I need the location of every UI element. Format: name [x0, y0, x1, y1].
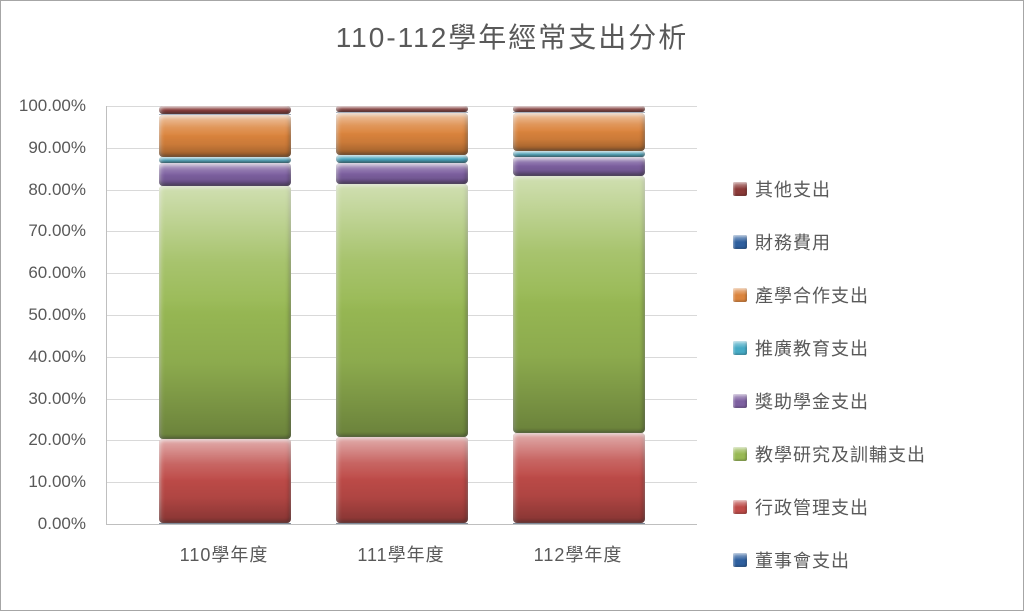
bar-segment-coop: [336, 113, 468, 155]
bar-segment-teaching: [513, 176, 645, 433]
y-tick-label: 30.00%: [28, 389, 86, 409]
legend-item-admin: 行政管理支出: [733, 494, 993, 520]
bar-segment-coop: [513, 113, 645, 151]
bar-segment-scholar: [159, 163, 291, 186]
legend-swatch: [733, 182, 747, 196]
bar-segment-extension: [336, 155, 468, 163]
y-tick-label: 100.00%: [19, 96, 86, 116]
x-tick-label: 112學年度: [534, 541, 623, 567]
legend-label: 教學研究及訓輔支出: [755, 441, 926, 467]
bar-segment-extension: [159, 157, 291, 163]
x-tick-label: 111學年度: [357, 541, 444, 567]
legend-label: 董事會支出: [755, 547, 850, 573]
y-tick-label: 60.00%: [28, 263, 86, 283]
legend-item-coop: 產學合作支出: [733, 282, 993, 308]
legend-swatch: [733, 341, 747, 355]
legend-item-scholar: 獎助學金支出: [733, 388, 993, 414]
bar-group: [513, 106, 645, 524]
y-tick-label: 70.00%: [28, 221, 86, 241]
bar-segment-other: [336, 106, 468, 112]
legend-label: 其他支出: [755, 176, 831, 202]
bar-segment-other: [513, 106, 645, 112]
x-axis-labels: 110學年度 111學年度 112學年度: [106, 541, 696, 571]
bar-segment-admin: [513, 433, 645, 523]
bar-segment-other: [159, 106, 291, 114]
bar-segment-teaching: [159, 186, 291, 439]
bar-group: [159, 106, 291, 524]
bar-segment-board: [336, 523, 468, 524]
y-tick-label: 20.00%: [28, 430, 86, 450]
y-tick-label: 80.00%: [28, 180, 86, 200]
legend-swatch: [733, 553, 747, 567]
legend-label: 行政管理支出: [755, 494, 869, 520]
legend-swatch: [733, 447, 747, 461]
bar-segment-extension: [513, 151, 645, 157]
bar-segment-scholar: [336, 163, 468, 184]
y-tick-label: 50.00%: [28, 305, 86, 325]
bar-segment-board: [159, 523, 291, 524]
bar-segment-admin: [159, 439, 291, 523]
bar-segment-board: [513, 523, 645, 524]
legend-label: 獎助學金支出: [755, 388, 869, 414]
x-tick-label: 110學年度: [180, 541, 269, 567]
legend-label: 財務費用: [755, 229, 831, 255]
y-tick-label: 10.00%: [28, 472, 86, 492]
bar-segment-coop: [159, 115, 291, 157]
bar-segment-finance: [513, 112, 645, 113]
bar-segment-finance: [336, 112, 468, 113]
legend: 其他支出財務費用產學合作支出推廣教育支出獎助學金支出教學研究及訓輔支出行政管理支…: [733, 176, 993, 600]
y-tick-label: 90.00%: [28, 138, 86, 158]
legend-label: 產學合作支出: [755, 282, 869, 308]
y-axis-labels: 0.00%10.00%20.00%30.00%40.00%50.00%60.00…: [1, 106, 96, 524]
legend-swatch: [733, 288, 747, 302]
chart-container: 110-112學年經常支出分析 0.00% 10.00% 20.00% 30.00% 4…: [0, 0, 1024, 611]
legend-item-teaching: 教學研究及訓輔支出: [733, 441, 993, 467]
legend-label: 推廣教育支出: [755, 335, 869, 361]
legend-item-finance: 財務費用: [733, 229, 993, 255]
legend-item-other: 其他支出: [733, 176, 993, 202]
legend-swatch: [733, 394, 747, 408]
bar-layer: [107, 106, 697, 524]
chart-title: 110-112學年經常支出分析: [1, 16, 1023, 56]
plot-area: [106, 106, 697, 525]
bar-segment-scholar: [513, 157, 645, 176]
y-tick-label: 0.00%: [38, 514, 86, 534]
y-tick-label: 40.00%: [28, 347, 86, 367]
bar-segment-admin: [336, 437, 468, 523]
bar-group: [336, 106, 468, 524]
legend-swatch: [733, 235, 747, 249]
legend-swatch: [733, 500, 747, 514]
legend-item-extension: 推廣教育支出: [733, 335, 993, 361]
bar-segment-teaching: [336, 184, 468, 437]
legend-item-board: 董事會支出: [733, 547, 993, 573]
